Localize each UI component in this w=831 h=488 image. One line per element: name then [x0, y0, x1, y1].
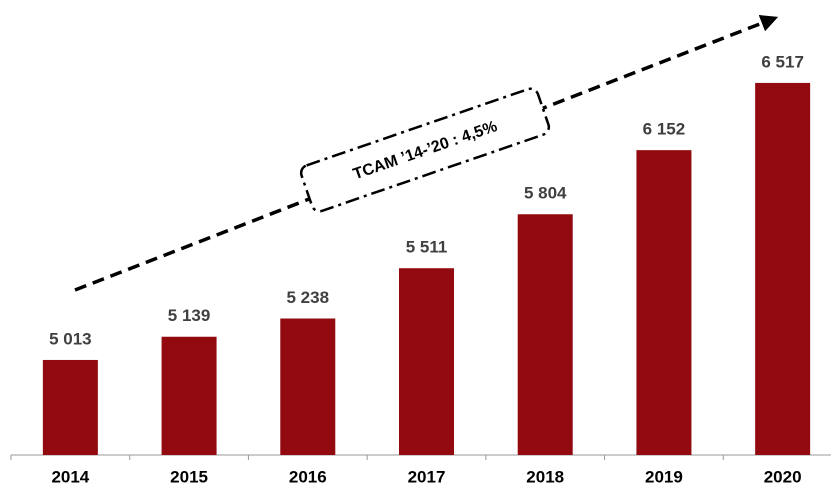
- bar: [636, 150, 692, 455]
- value-label: 5 013: [49, 329, 92, 348]
- value-label: 5 139: [168, 306, 211, 325]
- x-tick-label: 2018: [526, 467, 564, 486]
- bar: [517, 214, 573, 455]
- bar: [280, 318, 336, 455]
- bar: [399, 268, 454, 455]
- bar: [755, 82, 811, 455]
- x-tick-label: 2020: [764, 467, 802, 486]
- value-label: 5 238: [287, 288, 330, 307]
- bar: [161, 336, 217, 455]
- x-tick-label: 2014: [51, 467, 89, 486]
- annotation-box: TCAM ’14-’20 : 4,5%: [299, 87, 551, 213]
- bar: [42, 359, 98, 455]
- x-tick-label: 2017: [408, 467, 446, 486]
- x-tick-label: 2016: [289, 467, 327, 486]
- value-label: 6 517: [761, 52, 804, 71]
- x-tick-label: 2019: [645, 467, 683, 486]
- annotation-frame: [299, 87, 551, 213]
- x-tick-label: 2015: [170, 467, 208, 486]
- value-label: 5 804: [524, 184, 567, 203]
- value-label: 6 152: [643, 120, 686, 139]
- value-label: 5 511: [406, 238, 448, 257]
